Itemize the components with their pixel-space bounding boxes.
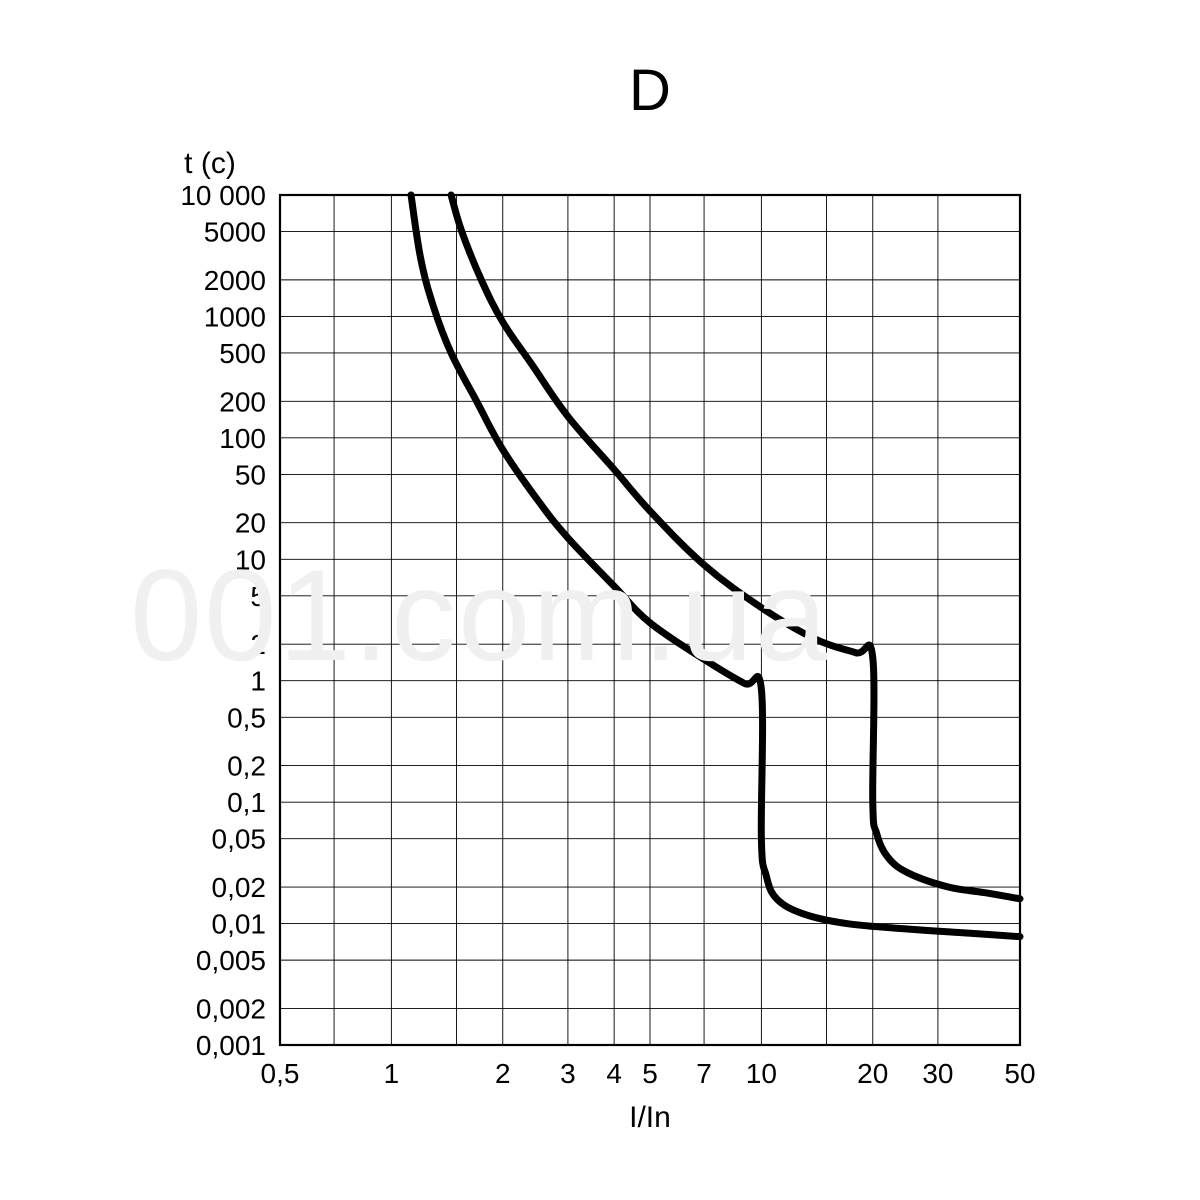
y-tick-label: 0,05 [212,824,267,855]
y-tick-label: 500 [219,338,266,369]
x-tick-label: 7 [696,1058,712,1089]
x-axis-label: I/In [629,1101,671,1134]
y-tick-label: 10 [235,544,266,575]
y-tick-label: 0,005 [196,945,266,976]
y-tick-label: 5000 [204,217,266,248]
y-tick-label: 0,01 [212,909,267,940]
chart-title: D [629,58,671,123]
x-tick-label: 0,5 [261,1058,300,1089]
y-tick-label: 100 [219,423,266,454]
y-tick-label: 5 [250,581,266,612]
y-tick-label: 0,02 [212,872,267,903]
y-tick-label: 0,001 [196,1030,266,1061]
y-tick-label: 0,5 [227,702,266,733]
x-tick-label: 20 [857,1058,888,1089]
y-tick-label: 0,002 [196,993,266,1024]
y-tick-label: 10 000 [180,180,266,211]
x-tick-label: 10 [746,1058,777,1089]
y-tick-label: 20 [235,508,266,539]
x-tick-label: 2 [495,1058,511,1089]
y-tick-label: 0,1 [227,787,266,818]
x-tick-label: 4 [606,1058,622,1089]
x-tick-label: 1 [384,1058,400,1089]
y-tick-label: 1 [250,666,266,697]
x-tick-label: 5 [642,1058,658,1089]
y-tick-label: 2000 [204,265,266,296]
y-tick-label: 1000 [204,301,266,332]
x-tick-label: 50 [1004,1058,1035,1089]
y-tick-label: 50 [235,459,266,490]
y-axis-label: t (c) [184,147,236,180]
y-tick-label: 0,2 [227,751,266,782]
x-tick-label: 3 [560,1058,576,1089]
y-tick-label: 2 [250,629,266,660]
x-tick-label: 30 [922,1058,953,1089]
y-tick-label: 200 [219,386,266,417]
trip-curve-chart: Dt (c)I/In0,5123457102030500,0010,0020,0… [0,0,1200,1200]
